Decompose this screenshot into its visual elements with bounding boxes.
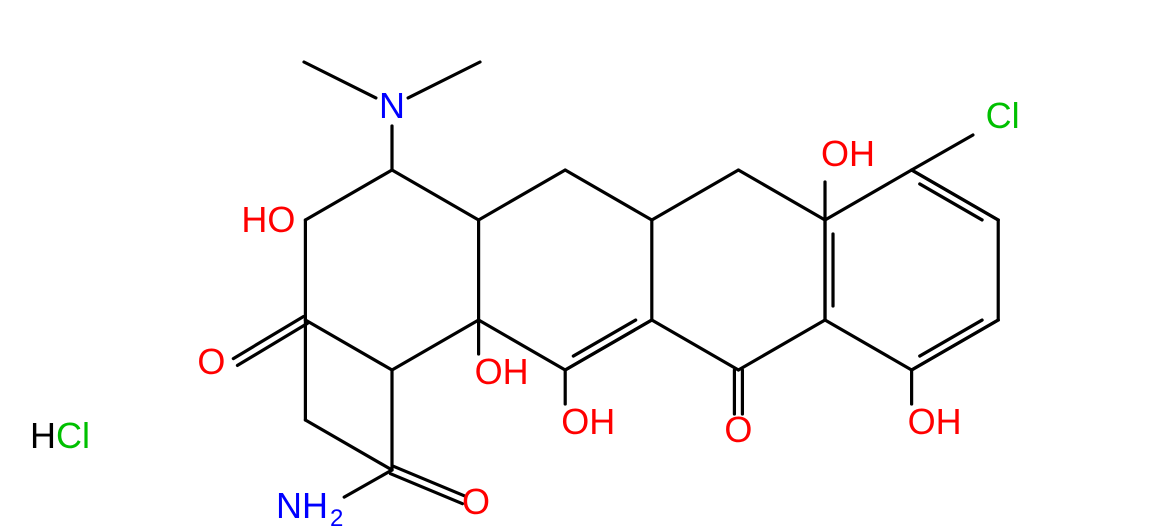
svg-text:NH: NH	[276, 485, 328, 526]
svg-text:HO: HO	[241, 199, 295, 240]
svg-text:N: N	[379, 85, 405, 126]
svg-text:HCl: HCl	[30, 415, 90, 456]
svg-text:OH: OH	[821, 133, 875, 174]
svg-text:O: O	[724, 409, 752, 450]
svg-text:OH: OH	[561, 401, 615, 442]
svg-text:OH: OH	[908, 401, 962, 442]
svg-text:O: O	[462, 481, 490, 522]
svg-text:OH: OH	[475, 351, 529, 392]
svg-text:Cl: Cl	[986, 95, 1020, 136]
svg-text:O: O	[197, 341, 225, 382]
svg-text:2: 2	[330, 505, 343, 526]
